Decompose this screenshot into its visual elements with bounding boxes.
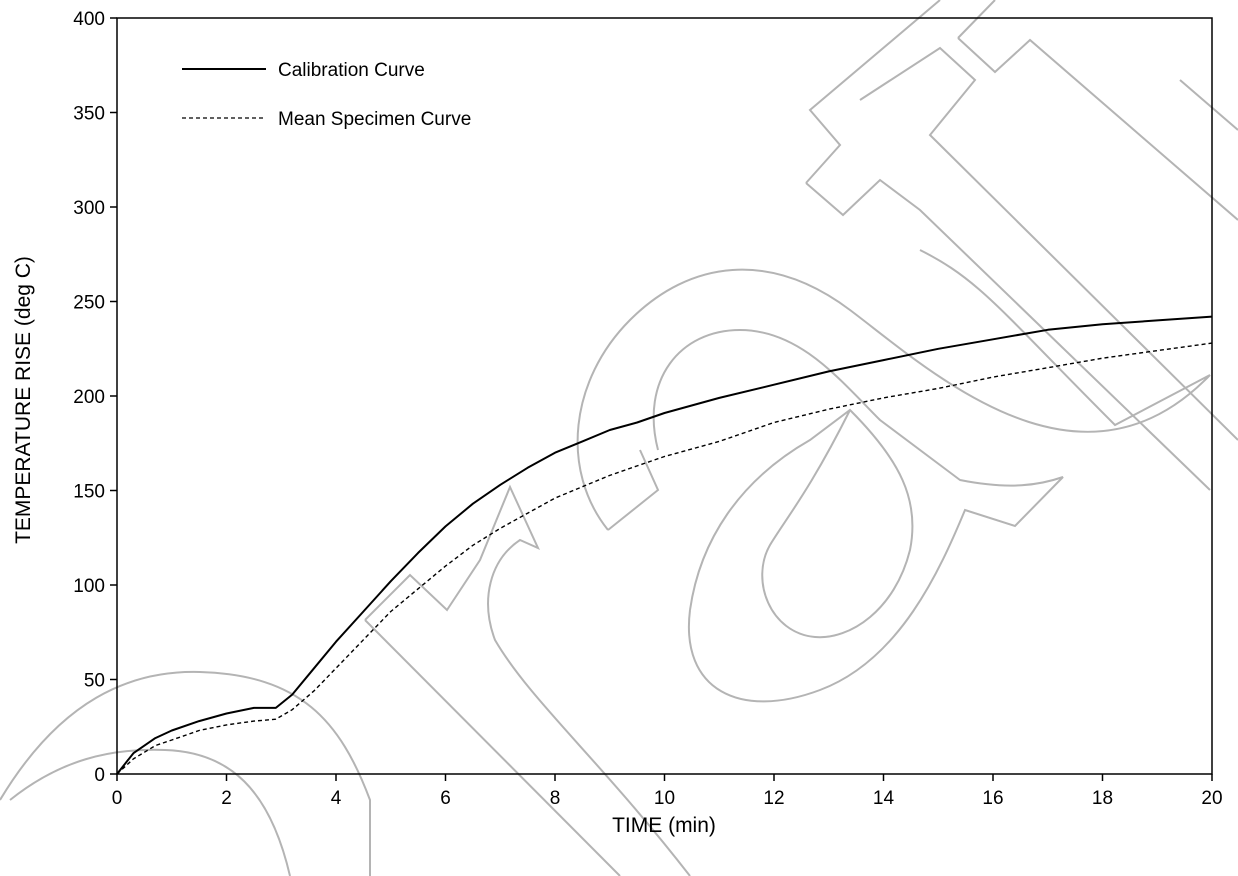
x-tick-label: 10 [654, 788, 675, 809]
x-tick-label: 6 [440, 788, 451, 809]
y-tick-label: 400 [73, 9, 105, 30]
series-layer [116, 315, 1213, 775]
y-axis-title: TEMPERATURE RISE (deg C) [12, 256, 35, 544]
x-axis-title: TIME (min) [612, 814, 716, 837]
x-tick-label: 12 [763, 788, 784, 809]
legend-label-calibration: Calibration Curve [278, 60, 425, 81]
legend-label-specimen: Mean Specimen Curve [278, 109, 471, 130]
x-tick-label: 14 [873, 788, 895, 809]
y-tick-label: 150 [73, 482, 105, 503]
y-tick-label: 50 [84, 671, 105, 692]
series-line-calibration [116, 315, 1213, 775]
plot-area-frame [116, 17, 1213, 775]
y-tick-label: 250 [73, 293, 105, 314]
y-tick-label: 0 [94, 765, 105, 786]
x-tick-label: 8 [550, 788, 561, 809]
x-tick-label: 16 [982, 788, 1003, 809]
y-tick-label: 200 [73, 387, 105, 408]
x-tick-label: 18 [1092, 788, 1113, 809]
x-tick-label: 2 [221, 788, 232, 809]
y-tick-label: 350 [73, 104, 105, 125]
x-tick-label: 0 [112, 788, 123, 809]
x-axis: 0 2 4 6 8 10 12 14 16 18 20 [112, 774, 1223, 809]
y-tick-label: 300 [73, 198, 105, 219]
y-axis: 0 50 100 150 200 250 300 350 400 [73, 9, 117, 786]
y-tick-label: 100 [73, 576, 105, 597]
x-tick-label: 4 [331, 788, 342, 809]
legend: Calibration Curve Mean Specimen Curve [182, 60, 471, 130]
x-tick-label: 20 [1201, 788, 1222, 809]
series-line-specimen [116, 342, 1213, 775]
